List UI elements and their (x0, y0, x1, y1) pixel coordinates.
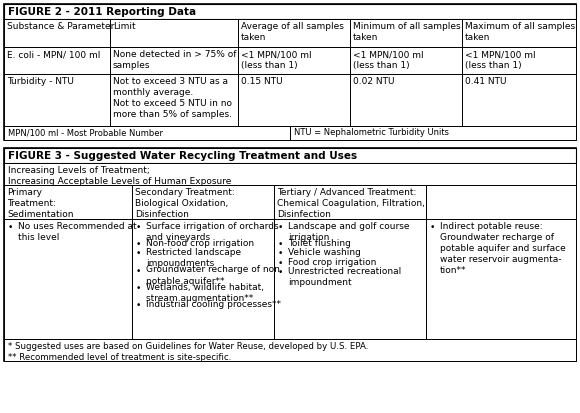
Bar (4, 4, 576, 140)
Text: Substance & Parameter: Substance & Parameter (7, 22, 114, 31)
Text: Minimum of all samples
taken: Minimum of all samples taken (353, 22, 461, 42)
Text: Maximum of all samples
taken: Maximum of all samples taken (465, 22, 575, 42)
Text: Surface irrigation of orchards
and vineyards: Surface irrigation of orchards and viney… (146, 222, 278, 242)
Text: FIGURE 2 - 2011 Reporting Data: FIGURE 2 - 2011 Reporting Data (8, 7, 196, 17)
Text: 0.41 NTU: 0.41 NTU (465, 77, 506, 86)
Text: •: • (430, 223, 436, 232)
Text: Industrial cooling processes**: Industrial cooling processes** (146, 300, 281, 309)
Text: FIGURE 3 - Suggested Water Recycling Treatment and Uses: FIGURE 3 - Suggested Water Recycling Tre… (8, 151, 357, 161)
Text: MPN/100 ml - Most Probable Number: MPN/100 ml - Most Probable Number (8, 128, 163, 137)
Text: Limit: Limit (113, 22, 136, 31)
Text: Unrestricted recreational
impoundment: Unrestricted recreational impoundment (288, 267, 401, 287)
Bar (110, 74, 238, 126)
Bar (4, 126, 290, 140)
Text: •: • (136, 223, 142, 232)
Bar (426, 219, 576, 339)
Text: 0.02 NTU: 0.02 NTU (353, 77, 394, 86)
Text: •: • (278, 259, 284, 268)
Text: No uses Recommended at
this level: No uses Recommended at this level (18, 222, 137, 242)
Bar (426, 185, 576, 219)
Text: <1 MPN/100 ml
(less than 1): <1 MPN/100 ml (less than 1) (353, 50, 423, 70)
Text: Secondary Treatment:
Biological Oxidation,
Disinfection: Secondary Treatment: Biological Oxidatio… (135, 188, 235, 219)
Bar (4, 148, 576, 361)
Text: •: • (278, 240, 284, 249)
Text: •: • (278, 223, 284, 232)
Text: Increasing Levels of Treatment;
Increasing Acceptable Levels of Human Exposure: Increasing Levels of Treatment; Increasi… (8, 166, 231, 186)
Text: Toilet flushing: Toilet flushing (288, 239, 351, 248)
Text: •: • (136, 301, 142, 310)
Text: Not to exceed 3 NTU as a
monthly average.
Not to exceed 5 NTU in no
more than 5%: Not to exceed 3 NTU as a monthly average… (113, 77, 232, 119)
Bar (238, 47, 350, 74)
Bar (4, 4, 576, 19)
Text: Wetlands, wildlife habitat,
stream augmentation**: Wetlands, wildlife habitat, stream augme… (146, 282, 264, 303)
Bar (4, 339, 576, 361)
Text: 0.15 NTU: 0.15 NTU (241, 77, 282, 86)
Bar (4, 47, 110, 74)
Bar (132, 219, 274, 339)
Text: Indirect potable reuse:
Groundwater recharge of
potable aquifer and surface
wate: Indirect potable reuse: Groundwater rech… (440, 222, 566, 275)
Text: Non-food crop irrigation: Non-food crop irrigation (146, 239, 254, 248)
Text: <1 MPN/100 ml
(less than 1): <1 MPN/100 ml (less than 1) (241, 50, 311, 70)
Text: <1 MPN/100 ml
(less than 1): <1 MPN/100 ml (less than 1) (465, 50, 535, 70)
Text: •: • (136, 284, 142, 292)
Text: •: • (136, 249, 142, 259)
Bar (4, 185, 132, 219)
Text: Vehicle washing: Vehicle washing (288, 248, 361, 257)
Bar (290, 126, 576, 140)
Bar (4, 19, 110, 47)
Bar (462, 19, 576, 47)
Bar (350, 74, 462, 126)
Bar (238, 19, 350, 47)
Bar (4, 148, 576, 163)
Bar (4, 163, 576, 185)
Bar (4, 219, 132, 339)
Text: Groundwater recharge of non
potable aquifer**: Groundwater recharge of non potable aqui… (146, 266, 280, 286)
Bar (462, 74, 576, 126)
Text: •: • (278, 268, 284, 277)
Bar (274, 185, 426, 219)
Text: E. coli - MPN/ 100 ml: E. coli - MPN/ 100 ml (7, 50, 100, 59)
Bar (4, 74, 110, 126)
Text: •: • (136, 240, 142, 249)
Text: •: • (136, 266, 142, 275)
Text: Tertiary / Advanced Treatment:
Chemical Coagulation, Filtration,
Disinfection: Tertiary / Advanced Treatment: Chemical … (277, 188, 425, 219)
Bar (110, 47, 238, 74)
Bar (238, 74, 350, 126)
Bar (132, 185, 274, 219)
Bar (462, 47, 576, 74)
Text: Food crop irrigation: Food crop irrigation (288, 258, 376, 267)
Text: Restricted landscape
impoundments: Restricted landscape impoundments (146, 248, 241, 268)
Bar (350, 47, 462, 74)
Bar (274, 219, 426, 339)
Text: None detected in > 75% of
samples: None detected in > 75% of samples (113, 50, 237, 70)
Text: •: • (8, 223, 13, 232)
Bar (110, 19, 238, 47)
Text: * Suggested uses are based on Guidelines for Water Reuse, developed by U.S. EPA.: * Suggested uses are based on Guidelines… (8, 342, 368, 362)
Text: Landscape and golf course
irrigation: Landscape and golf course irrigation (288, 222, 409, 242)
Text: Primary
Treatment:
Sedimentation: Primary Treatment: Sedimentation (7, 188, 74, 219)
Text: •: • (278, 249, 284, 259)
Text: Turbidity - NTU: Turbidity - NTU (7, 77, 74, 86)
Bar (350, 19, 462, 47)
Text: Average of all samples
taken: Average of all samples taken (241, 22, 344, 42)
Text: NTU = Nephalometric Turbidity Units: NTU = Nephalometric Turbidity Units (294, 128, 449, 137)
